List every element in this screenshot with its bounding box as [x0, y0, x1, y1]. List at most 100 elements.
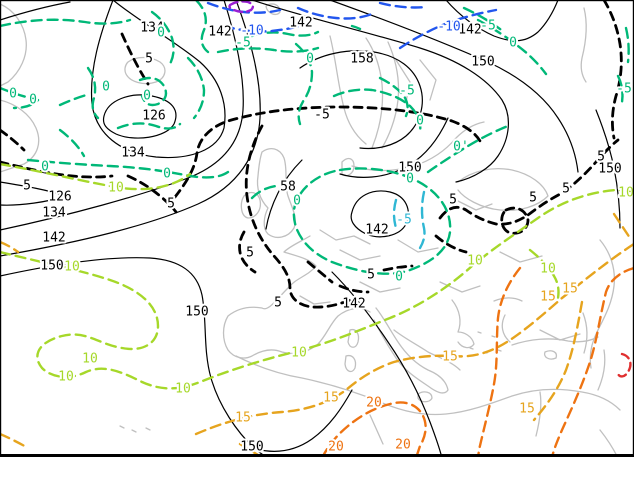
contour-line-temp-0C-teal	[26, 158, 230, 179]
coastline	[339, 249, 381, 261]
contour-label-temp-minus10-blue: -10	[437, 20, 460, 35]
contour-line-height-gpdm	[0, 0, 244, 231]
contour-label-temp-5C-black: 5	[529, 191, 537, 206]
contour-line-temp-minus10-blue	[378, 1, 428, 9]
contour-line-temp-15C-orange	[0, 240, 20, 254]
contour-line-temp-minus15-purple	[228, 0, 255, 14]
contour-label-height-gpdm: 126	[48, 190, 71, 205]
contour-label-temp-0C-teal: -5	[235, 36, 251, 51]
contour-line-temp-5C-black	[602, 0, 623, 140]
contour-line-temp-minus10-blue	[206, 1, 282, 14]
contour-line-temp-10C-yellowgreen	[0, 188, 634, 390]
contour-label-temp-15C-orange: 15	[562, 282, 578, 297]
contour-label-temp-10C-yellowgreen: 10	[291, 346, 307, 361]
contour-line-temp-minus5-cyan	[392, 198, 398, 230]
coastline	[499, 251, 543, 263]
contour-line-height-gpdm	[0, 181, 67, 206]
contour-line-temp-25C-red	[616, 352, 632, 378]
contour-label-temp-10C-yellowgreen: 10	[618, 186, 634, 201]
contour-label-temp-0C-teal: 0	[509, 36, 517, 51]
contour-label-temp-0C-teal: -5	[616, 82, 632, 97]
contour-label-temp-0C-teal: 0	[102, 80, 110, 95]
contour-line-height-gpdm	[299, 50, 423, 150]
contour-label-height-gpdm: 58	[280, 180, 296, 195]
coastline	[0, 3, 27, 87]
contour-line-temp-0C-teal	[250, 30, 320, 38]
coastline	[359, 281, 401, 293]
contour-line-temp-5C-black	[382, 264, 414, 272]
contour-label-temp-0C-teal: 0	[406, 172, 414, 187]
coastline	[344, 354, 357, 373]
contour-label-temp-0C-teal: -5	[399, 84, 415, 99]
contour-line-temp-0C-teal	[378, 76, 409, 118]
contour-label-height-gpdm: 142	[458, 23, 481, 38]
coastline	[417, 391, 433, 403]
contour-line-temp-0C-teal	[86, 66, 100, 120]
contour-line-temp-5C-black	[438, 138, 620, 226]
coastline	[580, 7, 587, 83]
coastline	[0, 99, 40, 173]
contour-line-temp-0C-teal	[426, 124, 510, 174]
coastline	[539, 329, 581, 341]
contour-label-height-gpdm: 150	[40, 259, 63, 274]
coastline	[222, 235, 371, 359]
contour-label-temp-5C-black: -5	[314, 108, 330, 123]
contour-line-temp-5C-black	[500, 206, 530, 235]
contour-label-temp-0C-teal: -5	[480, 19, 496, 34]
contour-label-temp-0C-teal: 0	[9, 87, 17, 102]
contour-line-temp-0C-teal	[186, 56, 206, 120]
contour-line-temp-0C-teal	[616, 74, 624, 104]
contour-line-temp-5C-black	[120, 32, 150, 86]
contour-label-temp-5C-black: 5	[145, 52, 153, 67]
map-footer: Hoehe 850 hPa GFS (gpdm) Temperatur 850 …	[0, 457, 634, 490]
contour-lines-layer	[0, 0, 634, 457]
contour-label-temp-20C-darkorange: 20	[366, 396, 382, 411]
contour-line-height-gpdm	[445, 0, 559, 42]
contour-line-temp-0C-teal	[250, 184, 278, 200]
contour-label-temp-0C-teal: 0	[306, 52, 314, 67]
coastline	[455, 199, 493, 211]
contour-line-temp-0C-teal	[462, 6, 506, 34]
contour-line-height-gpdm	[595, 109, 621, 229]
contour-line-height-gpdm	[339, 117, 449, 178]
contour-label-height-gpdm: 150	[398, 161, 421, 176]
coastline	[347, 328, 360, 348]
contour-label-height-gpdm: 150	[598, 162, 621, 177]
contour-label-height-gpdm: 134	[140, 21, 164, 36]
coastline	[265, 3, 281, 16]
contour-line-temp-5C-black	[306, 260, 334, 284]
contour-label-temp-20C-darkorange: 20	[328, 440, 344, 455]
contour-line-temp-0C-teal	[0, 18, 132, 28]
contour-line-height-gpdm	[251, 0, 509, 183]
contour-label-temp-15C-orange: 15	[519, 402, 535, 417]
contour-label-height-gpdm: 142	[342, 297, 365, 312]
contour-label-temp-10C-yellowgreen: 10	[64, 260, 80, 275]
contour-line-temp-15C-orange	[194, 242, 634, 436]
contour-label-temp-5C-black: 5	[274, 296, 282, 311]
coastline	[369, 414, 384, 445]
contour-line-temp-0C-teal	[624, 26, 630, 64]
contour-label-temp-0C-teal: 0	[293, 194, 301, 209]
contour-label-height-gpdm: 134	[42, 206, 66, 221]
contour-line-temp-0C-teal	[332, 88, 422, 134]
contour-label-height-gpdm: 150	[471, 55, 494, 70]
contour-label-height-gpdm: 134	[121, 146, 145, 161]
contour-line-height-gpdm	[0, 257, 270, 457]
contour-label-height-gpdm: 142	[208, 25, 231, 40]
coastline	[299, 295, 331, 305]
contour-label-temp-0C-teal: 0	[29, 93, 37, 108]
contour-label-height-gpdm: 150	[240, 440, 263, 455]
contour-label-temp-15C-orange: 15	[235, 411, 251, 426]
contour-line-height-gpdm	[0, 1, 71, 21]
contour-label-height-gpdm: 142	[42, 231, 65, 246]
contour-line-temp-5C-black	[338, 284, 370, 294]
contour-label-temp-15C-orange: 15	[540, 290, 556, 305]
contour-label-temp-5C-black: 5	[246, 246, 254, 261]
contour-line-temp-0C-teal	[476, 18, 548, 76]
contour-line-temp-0C-teal	[58, 128, 86, 158]
coastline	[235, 355, 621, 416]
contour-line-temp-minus10-blue	[398, 8, 498, 50]
contour-line-temp-15C-orange	[532, 300, 584, 422]
coastline	[493, 297, 523, 302]
